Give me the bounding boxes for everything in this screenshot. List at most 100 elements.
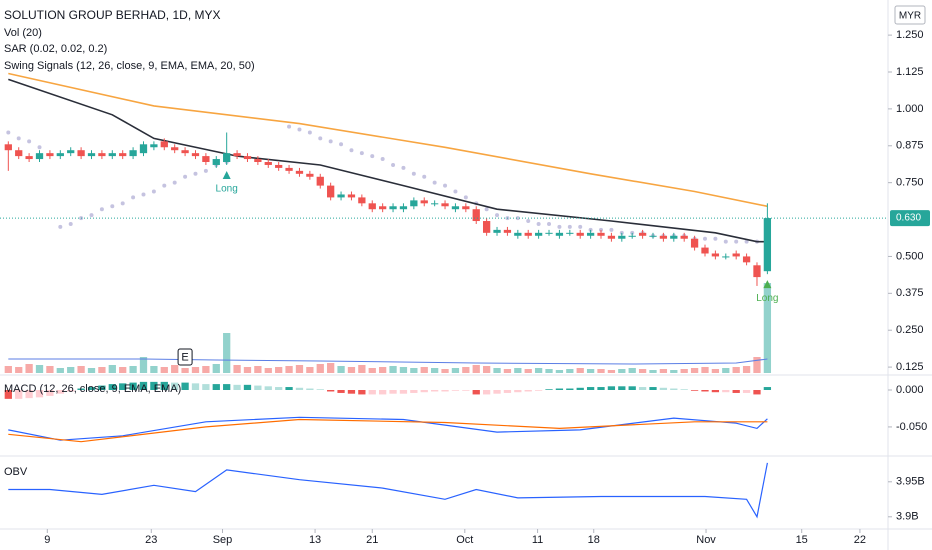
macd-histogram-bar <box>722 390 730 393</box>
sar-dot <box>526 219 531 224</box>
pane-title: MACD (12, 26, close, 9, EMA, EMA) <box>4 383 181 395</box>
sar-dot <box>411 171 416 176</box>
candle-body <box>87 153 96 157</box>
macd-histogram-bar <box>295 387 304 390</box>
volume-bar <box>701 367 709 373</box>
sar-dot <box>744 239 749 244</box>
candle-body <box>160 141 168 148</box>
volume-bar <box>202 366 210 373</box>
pane-title: OBV <box>4 466 28 478</box>
macd-histogram-bar <box>337 390 345 393</box>
candle-body <box>347 194 356 198</box>
volume-bar <box>139 357 148 373</box>
last-price-label: 0.630 <box>896 213 921 224</box>
x-tick-label: 9 <box>44 534 50 546</box>
macd-histogram-bar <box>347 390 356 394</box>
y-tick-label: -0.050 <box>896 421 927 433</box>
candle-body <box>545 232 553 234</box>
macd-histogram-bar <box>493 390 501 394</box>
volume-bar <box>389 366 397 373</box>
macd-histogram-bar <box>711 390 720 393</box>
candle-body <box>420 200 428 204</box>
volume-bar <box>711 369 720 373</box>
macd-histogram-bar <box>649 387 657 390</box>
volume-bar <box>243 367 252 373</box>
macd-histogram-bar <box>87 387 96 390</box>
volume-bar <box>628 368 636 373</box>
volume-bar <box>264 368 272 373</box>
volume-bar <box>35 365 44 373</box>
candle-body <box>15 150 23 157</box>
macd-histogram-bar <box>306 388 314 390</box>
macd-histogram-bar <box>638 387 647 390</box>
volume-bar <box>618 369 626 373</box>
macd-histogram-bar <box>181 382 189 390</box>
candle-body <box>98 153 106 157</box>
y-tick-label: 3.95B <box>896 476 925 488</box>
volume-bar <box>254 366 262 373</box>
ema-line <box>8 72 768 208</box>
macd-histogram-bar <box>212 384 220 390</box>
candle-body <box>482 221 491 233</box>
volume-bar <box>586 369 595 373</box>
candle-body <box>191 153 200 157</box>
volume-bar <box>295 365 304 373</box>
macd-line <box>8 418 768 443</box>
x-tick-label: 23 <box>145 534 157 546</box>
sar-dot <box>484 207 489 212</box>
candle-body <box>254 159 262 163</box>
candle-body <box>171 147 179 151</box>
macd-histogram-bar <box>732 390 740 393</box>
candle-body <box>711 253 720 257</box>
sar-dot <box>370 154 375 159</box>
macd-histogram-bar <box>223 384 231 390</box>
volume-bar <box>462 367 470 373</box>
macd-histogram-bar <box>191 383 200 390</box>
volume-bar <box>742 366 751 373</box>
volume-bar <box>482 366 491 373</box>
volume-bar <box>753 357 761 373</box>
sar-dot <box>349 148 354 153</box>
signal-label: Long <box>756 293 778 304</box>
candle-body <box>181 150 189 154</box>
sar-dot <box>193 171 198 176</box>
x-tick-label: 21 <box>366 534 378 546</box>
macd-line <box>8 416 768 441</box>
candle-body <box>524 232 532 236</box>
sar-dot <box>391 162 396 167</box>
volume-bar <box>337 366 345 373</box>
volume-bar <box>25 364 33 373</box>
candle-body <box>316 176 324 186</box>
candle-body <box>462 206 470 210</box>
volume-bar <box>597 369 605 373</box>
sar-dot <box>609 227 614 232</box>
volume-bar <box>316 364 324 373</box>
volume-bar <box>690 368 699 373</box>
volume-bar <box>431 368 439 373</box>
sar-dot <box>151 189 156 194</box>
macd-histogram-bar <box>420 390 428 393</box>
sar-dot <box>16 136 21 141</box>
chart-title: SOLUTION GROUP BERHAD, 1D, MYX <box>4 8 221 22</box>
sar-dot <box>318 136 323 141</box>
sar-dot <box>172 180 177 185</box>
candle-body <box>139 144 148 154</box>
volume-bar <box>191 367 200 373</box>
volume-bar <box>607 370 616 373</box>
volume-bar <box>680 369 688 373</box>
candle-body <box>285 167 293 171</box>
macd-histogram-bar <box>597 387 605 390</box>
macd-histogram-bar <box>316 389 324 390</box>
sar-dot <box>463 195 468 200</box>
sar-dot <box>141 192 146 197</box>
volume-bar <box>670 370 678 373</box>
indicator-label: Swing Signals (12, 26, close, 9, EMA, EM… <box>4 60 255 72</box>
volume-bar <box>399 367 408 373</box>
candle-body <box>56 153 64 157</box>
currency-box <box>894 5 926 25</box>
last-price-box <box>890 210 930 227</box>
volume-bar <box>524 369 532 373</box>
candle-body <box>129 150 137 157</box>
macd-histogram-bar <box>701 390 709 392</box>
